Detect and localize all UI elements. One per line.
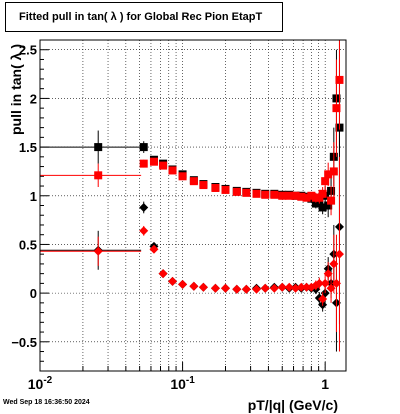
diamond-marker <box>323 269 333 279</box>
diamond-marker <box>314 278 324 288</box>
x-tick-exponent: -2 <box>43 375 52 386</box>
square-marker <box>189 177 198 186</box>
plot-frame <box>39 39 347 372</box>
y-tick-label: 1 <box>30 189 37 204</box>
timestamp: Wed Sep 18 16:36:50 2024 <box>3 399 90 406</box>
diamond-marker <box>178 279 188 289</box>
x-tick-label: 10-1 <box>170 375 195 392</box>
square-marker <box>242 188 251 197</box>
diamond-marker <box>241 284 251 294</box>
square-marker <box>302 193 311 202</box>
y-tick-label: 2.5 <box>19 43 37 58</box>
diamond-marker <box>260 283 270 293</box>
diamond-marker <box>277 282 287 292</box>
square-marker <box>159 161 168 170</box>
y-tick-label: −0.5 <box>11 335 37 350</box>
square-marker <box>285 191 294 200</box>
square-marker <box>327 196 336 205</box>
x-tick-exponent: -1 <box>186 375 195 386</box>
diamond-marker <box>284 282 294 292</box>
square-marker <box>252 189 261 198</box>
square-marker <box>278 191 287 200</box>
square-marker <box>332 104 341 113</box>
diamond-marker <box>198 282 208 292</box>
square-marker <box>232 187 241 196</box>
square-marker <box>324 201 333 210</box>
chart-title: Fitted pull in tan( λ ) for Global Rec P… <box>5 2 283 32</box>
square-marker <box>335 75 344 84</box>
square-marker <box>329 167 338 176</box>
diamond-marker <box>291 283 301 293</box>
y-tick-label: 0.5 <box>19 237 37 252</box>
diamond-marker <box>334 249 344 259</box>
diamond-marker <box>326 283 336 293</box>
diamond-marker <box>269 283 279 293</box>
square-marker <box>149 157 158 166</box>
square-marker <box>297 192 306 201</box>
diamond-marker <box>210 283 220 293</box>
square-marker <box>211 183 220 192</box>
square-marker <box>168 166 177 175</box>
diamond-marker <box>252 284 262 294</box>
x-tick-label: 10-2 <box>28 375 53 392</box>
diamond-marker <box>320 278 330 288</box>
square-marker <box>221 185 230 194</box>
diamond-marker <box>232 284 242 294</box>
square-marker <box>261 190 270 199</box>
square-marker <box>321 177 330 186</box>
diamond-marker <box>158 269 168 279</box>
square-marker <box>94 171 103 180</box>
diamond-marker <box>302 282 312 292</box>
y-tick-label: 1.5 <box>19 140 37 155</box>
y-tick-label: 2 <box>30 91 37 106</box>
diamond-marker <box>168 276 178 286</box>
square-marker <box>318 189 327 198</box>
chart-title-text: Fitted pull in tan( λ ) for Global Rec P… <box>19 11 263 23</box>
diamond-marker <box>318 294 328 304</box>
x-axis-label: pT/|q| (GeV/c) <box>248 397 338 413</box>
square-marker <box>291 191 300 200</box>
y-tick-label: 0 <box>30 286 37 301</box>
data-series <box>40 40 344 352</box>
diamond-marker <box>189 281 199 291</box>
square-marker <box>139 143 148 152</box>
axis-ticks: −0.5 0 0.5 1 1.5 2 2.5 10-2 10-1 1 <box>11 39 329 392</box>
diamond-marker <box>139 226 149 236</box>
diamond-marker <box>221 283 231 293</box>
square-marker <box>94 143 103 152</box>
diamond-marker <box>149 244 159 254</box>
square-marker <box>139 159 148 168</box>
diamond-marker <box>331 278 341 288</box>
square-marker <box>199 181 208 190</box>
y-axis-label: pull in tan( λ ) <box>8 44 24 135</box>
square-marker <box>270 190 279 199</box>
square-marker <box>324 170 333 179</box>
square-marker <box>178 172 187 181</box>
diamond-marker <box>296 282 306 292</box>
square-marker <box>318 203 327 212</box>
square-marker <box>307 191 316 200</box>
plot-border <box>39 39 347 372</box>
diamond-marker <box>139 202 149 212</box>
x-tick-label: 1 <box>321 376 329 392</box>
diamond-marker <box>93 246 103 256</box>
